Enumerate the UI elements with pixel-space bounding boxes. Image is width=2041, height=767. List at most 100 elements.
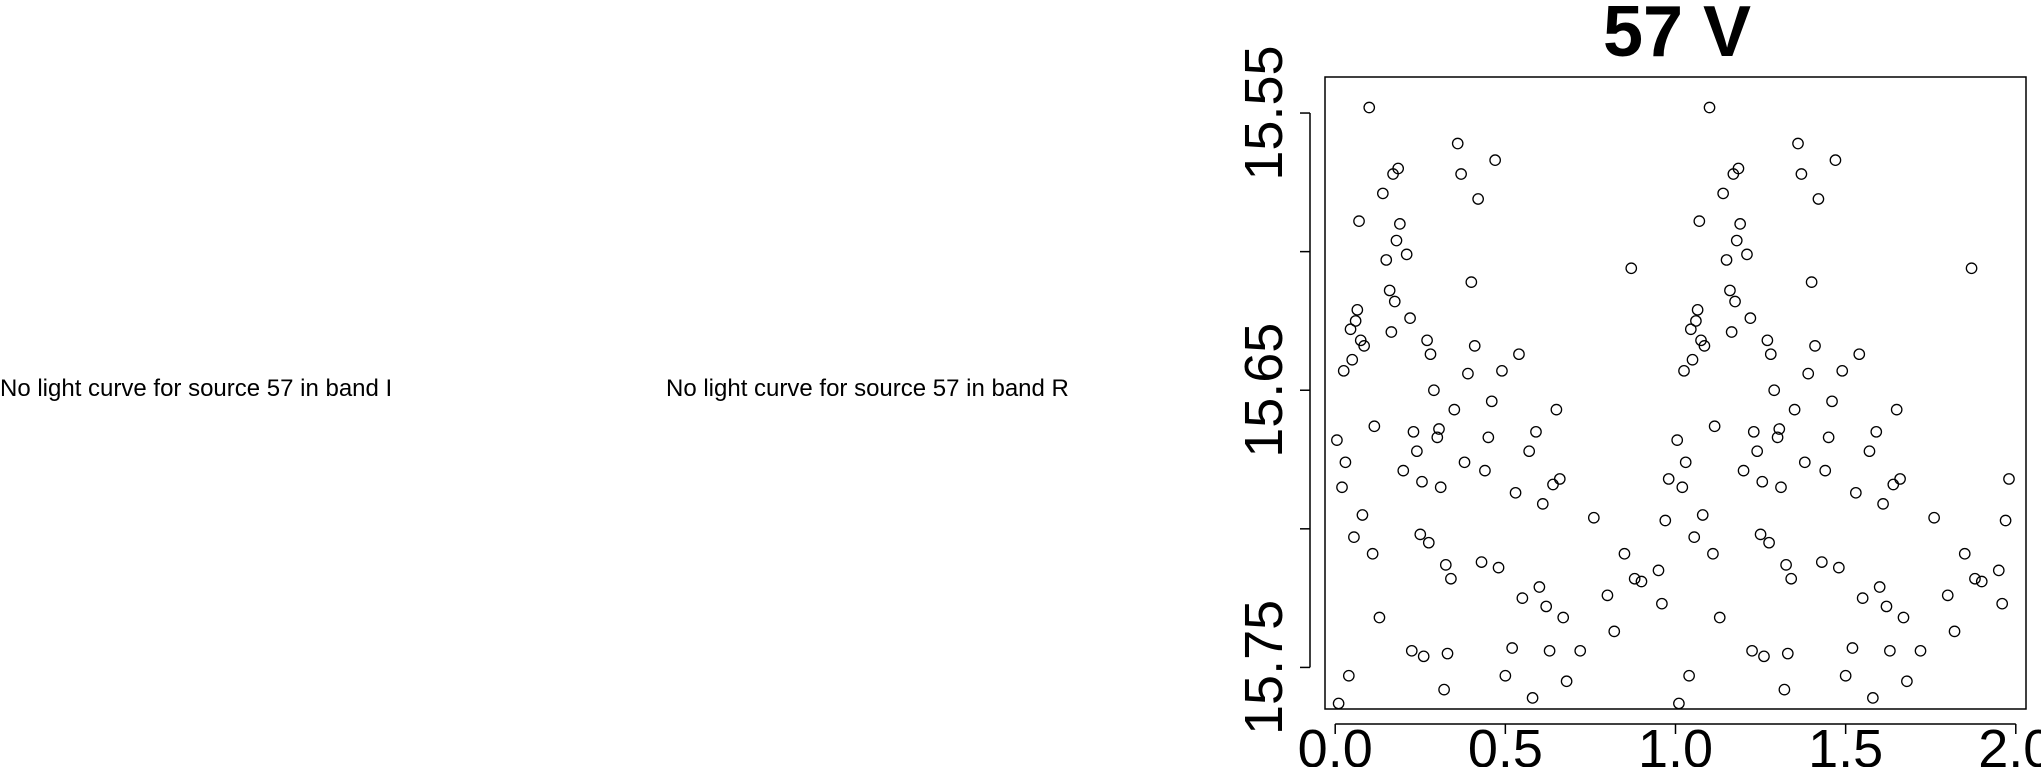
data-point <box>1729 295 1741 308</box>
data-point <box>1958 547 1971 560</box>
data-point <box>1996 597 2009 610</box>
data-point <box>1394 218 1406 230</box>
data-point <box>1475 556 1488 568</box>
data-point <box>1754 528 1767 541</box>
data-point <box>1693 215 1706 227</box>
data-point <box>1751 445 1764 458</box>
data-point <box>1339 456 1352 469</box>
data-point <box>1914 644 1927 657</box>
data-point <box>1574 644 1587 657</box>
data-point <box>1747 425 1760 438</box>
data-point <box>1652 564 1665 577</box>
data-point <box>1725 326 1738 338</box>
data-point <box>1850 486 1862 499</box>
data-point <box>1448 403 1461 416</box>
data-point <box>1778 683 1791 696</box>
data-point <box>1392 162 1405 175</box>
x-tick-label: 0.5 <box>1468 719 1543 767</box>
no-light-curve-band-i-message: No light curve for source 57 in band I <box>0 375 393 402</box>
data-point <box>1513 348 1525 361</box>
data-point <box>1492 561 1505 574</box>
data-point <box>1730 234 1743 247</box>
data-point <box>1815 556 1828 568</box>
data-point <box>1809 340 1821 352</box>
data-point <box>1703 101 1716 114</box>
data-point <box>1496 364 1508 377</box>
data-point <box>1686 353 1699 366</box>
data-point <box>1618 547 1631 560</box>
data-point <box>1737 464 1750 477</box>
data-point <box>1897 611 1910 624</box>
data-point <box>1336 481 1348 494</box>
data-point <box>1462 367 1474 380</box>
data-point <box>1853 348 1866 361</box>
data-point <box>1376 187 1389 200</box>
data-point <box>1373 611 1386 624</box>
data-point <box>1773 423 1786 435</box>
data-point <box>1405 644 1418 657</box>
data-point <box>1839 669 1852 682</box>
data-point <box>1992 564 2005 577</box>
data-point <box>1536 498 1549 510</box>
data-point <box>1880 600 1893 613</box>
data-point <box>1901 675 1913 688</box>
data-point <box>1690 315 1702 327</box>
data-point <box>1472 193 1484 205</box>
data-point <box>1798 456 1811 469</box>
data-point <box>1969 572 1981 585</box>
data-point <box>1383 284 1396 297</box>
data-point <box>1479 464 1491 477</box>
data-point <box>1366 547 1379 560</box>
data-point <box>1802 367 1815 380</box>
data-point <box>1763 536 1775 549</box>
data-point <box>1348 531 1360 543</box>
data-point <box>1458 456 1471 469</box>
data-point <box>1482 431 1495 444</box>
data-point <box>1678 364 1690 377</box>
data-point <box>1485 395 1498 408</box>
data-point <box>1523 445 1536 458</box>
data-point <box>1764 348 1777 361</box>
data-point <box>1856 592 1869 604</box>
data-point <box>1870 425 1883 438</box>
data-point <box>1928 511 1940 524</box>
data-point <box>1400 248 1413 261</box>
data-point <box>1438 683 1450 696</box>
data-point <box>1433 423 1445 435</box>
data-point <box>1533 581 1546 593</box>
data-point <box>1346 353 1359 366</box>
data-point <box>1428 384 1440 397</box>
data-point <box>1785 572 1798 585</box>
data-point <box>1724 284 1736 297</box>
data-point <box>1741 248 1753 261</box>
data-point <box>1768 384 1781 397</box>
data-point <box>1761 334 1774 347</box>
data-point <box>1775 481 1787 494</box>
data-point <box>1550 403 1563 416</box>
data-point <box>1441 647 1454 660</box>
data-point <box>1451 137 1464 150</box>
data-point <box>1683 669 1695 682</box>
data-point <box>1422 536 1435 549</box>
data-point <box>1445 572 1457 585</box>
data-point <box>1894 473 1906 485</box>
y-tick-label: 15.55 <box>1234 45 1294 180</box>
data-point <box>1368 420 1381 433</box>
data-point <box>1805 276 1818 288</box>
data-point <box>1698 340 1711 352</box>
data-point <box>1439 559 1452 571</box>
data-point <box>1717 187 1729 200</box>
data-point <box>1530 425 1542 438</box>
data-point <box>1975 575 1988 588</box>
y-axis: 15.55 15.65 15.75 <box>1234 45 1311 735</box>
data-point <box>1732 162 1745 175</box>
data-point <box>1948 625 1961 638</box>
data-point <box>1411 445 1423 458</box>
data-point <box>1465 276 1478 288</box>
data-point <box>1707 547 1719 560</box>
data-point <box>1388 295 1401 308</box>
data-point <box>1829 154 1842 167</box>
data-point <box>1344 323 1357 336</box>
data-point <box>1696 509 1709 521</box>
data-points <box>1331 101 2015 710</box>
